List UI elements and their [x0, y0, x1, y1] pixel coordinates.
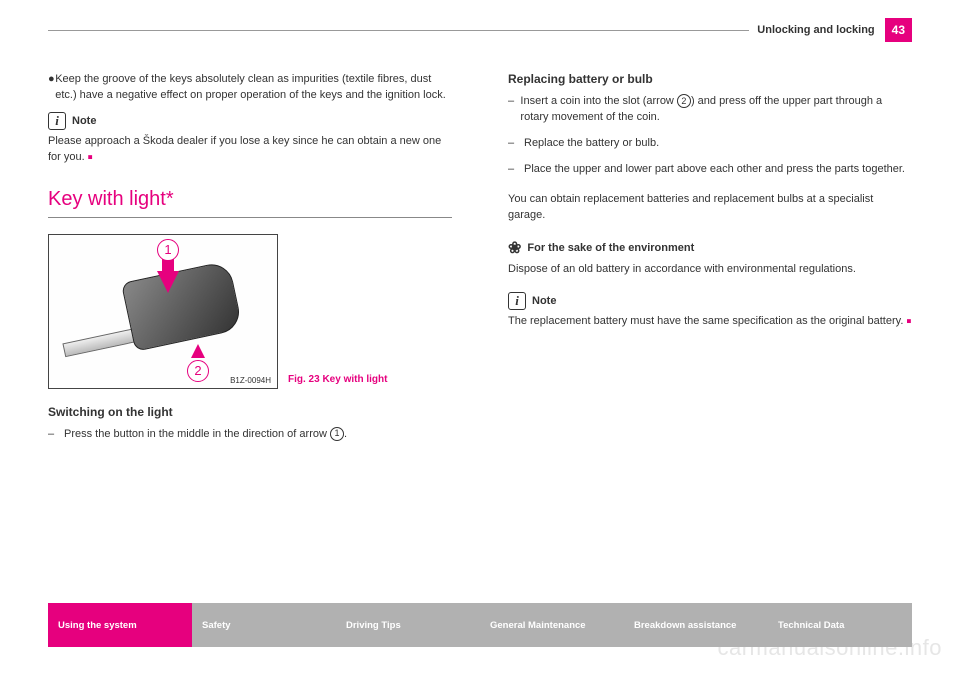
bullet-icon: ●	[48, 72, 55, 104]
step-text-a: Press the button in the middle in the di…	[64, 428, 330, 440]
inline-callout-1: 1	[330, 427, 344, 441]
env-label: For the sake of the environment	[527, 242, 694, 254]
dash-icon: –	[508, 162, 524, 178]
arrow-1-head-icon	[157, 271, 179, 293]
note-label: Note	[532, 295, 556, 307]
step-text: Insert a coin into the slot (arrow 2) an…	[520, 94, 912, 126]
step-text: Place the upper and lower part above eac…	[524, 162, 905, 178]
figure-key: 1 2 B1Z-0094H	[48, 234, 278, 389]
left-column: ● Keep the groove of the keys absolutely…	[48, 72, 452, 453]
step-text: Press the button in the middle in the di…	[64, 427, 347, 443]
page-number-badge: 43	[885, 18, 912, 42]
info-icon: i	[48, 112, 66, 130]
end-marker-icon: ■	[906, 316, 911, 325]
callout-1: 1	[157, 239, 179, 261]
content-columns: ● Keep the groove of the keys absolutely…	[48, 72, 912, 453]
tab-technical-data[interactable]: Technical Data	[768, 603, 912, 647]
section-title: Unlocking and locking	[757, 24, 874, 36]
step-text-a: Insert a coin into the slot (arrow	[520, 95, 677, 107]
info-icon: i	[508, 292, 526, 310]
figure-row: 1 2 B1Z-0094H Fig. 23 Key with light	[48, 234, 452, 389]
env-heading: ❀ For the sake of the environment	[508, 238, 912, 258]
step-row: – Replace the battery or bulb.	[508, 136, 912, 152]
figure-caption: Fig. 23 Key with light	[288, 374, 387, 389]
tab-safety[interactable]: Safety	[192, 603, 336, 647]
end-marker-icon: ■	[88, 152, 93, 161]
subheading-switching-on: Switching on the light	[48, 405, 452, 419]
header-rule	[48, 30, 749, 31]
inline-callout-2: 2	[677, 94, 691, 108]
step-row: – Place the upper and lower part above e…	[508, 162, 912, 178]
note-text: The replacement battery must have the sa…	[508, 315, 903, 327]
note-text: Please approach a Škoda dealer if you lo…	[48, 135, 441, 163]
step-row: – Insert a coin into the slot (arrow 2) …	[508, 94, 912, 126]
page-header: Unlocking and locking 43	[48, 18, 912, 42]
step-text-b: .	[344, 428, 347, 440]
dash-icon: –	[508, 94, 520, 126]
note-body: Please approach a Škoda dealer if you lo…	[48, 134, 452, 166]
tab-general-maintenance[interactable]: General Maintenance	[480, 603, 624, 647]
dash-icon: –	[508, 136, 524, 152]
note-label: Note	[72, 115, 96, 127]
paragraph: You can obtain replacement batteries and…	[508, 192, 912, 224]
page: Unlocking and locking 43 ● Keep the groo…	[0, 0, 960, 453]
tab-using-system[interactable]: Using the system	[48, 603, 192, 647]
bottom-tabs: Using the system Safety Driving Tips Gen…	[48, 603, 912, 647]
bullet-text: Keep the groove of the keys absolutely c…	[55, 72, 452, 104]
step-row: – Press the button in the middle in the …	[48, 427, 452, 443]
tab-breakdown-assistance[interactable]: Breakdown assistance	[624, 603, 768, 647]
subheading-replacing: Replacing battery or bulb	[508, 72, 912, 86]
figure-code: B1Z-0094H	[228, 376, 273, 385]
bullet-item: ● Keep the groove of the keys absolutely…	[48, 72, 452, 104]
key-body-shape	[121, 260, 243, 351]
arrow-2-head-icon	[191, 344, 205, 358]
tab-driving-tips[interactable]: Driving Tips	[336, 603, 480, 647]
heading-key-with-light: Key with light*	[48, 188, 452, 211]
heading-rule	[48, 217, 452, 218]
callout-2: 2	[187, 360, 209, 382]
env-text: Dispose of an old battery in accordance …	[508, 262, 912, 278]
dash-icon: –	[48, 427, 64, 443]
note-heading: i Note	[508, 292, 912, 310]
note-body: The replacement battery must have the sa…	[508, 314, 912, 330]
note-heading: i Note	[48, 112, 452, 130]
flower-icon: ❀	[508, 238, 521, 258]
step-text: Replace the battery or bulb.	[524, 136, 659, 152]
right-column: Replacing battery or bulb – Insert a coi…	[508, 72, 912, 453]
